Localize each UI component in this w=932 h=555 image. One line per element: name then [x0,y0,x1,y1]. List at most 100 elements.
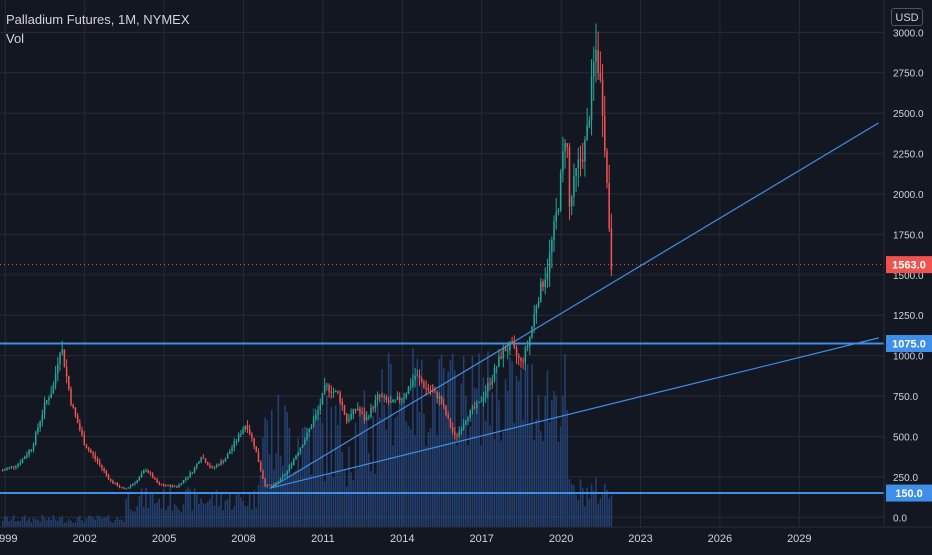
candle-body [608,183,610,229]
volume-indicator-label[interactable]: Vol [6,31,25,46]
candle-body [48,398,50,401]
time-tick-label: 2005 [152,533,176,545]
volume-bar [502,431,505,527]
volume-bar [112,522,114,527]
candle-body [469,409,472,418]
candle-body [222,461,224,463]
candle-body [209,465,211,468]
volume-bar [61,516,63,527]
candle-body [92,452,94,456]
candle-body [61,349,63,354]
volume-bar [467,444,469,527]
volume-bar [476,388,478,527]
volume-bar [584,506,586,527]
candle-body [317,410,319,415]
candle-body [517,355,520,359]
candle-body [348,419,350,421]
volume-bar [299,469,302,527]
price-tick-label: 1500.0 [893,271,924,282]
time-axis[interactable]: 1999 2002 2005 2008 2011 2014 2017 2020 2023 2026… [0,533,812,545]
candle-body [50,393,52,399]
candle-body [429,390,432,392]
volume-bar [301,428,304,527]
candle-body [264,478,266,486]
volume-bar [535,419,538,527]
candle-body [401,398,403,400]
candle-body [132,483,134,486]
volume-bar [420,359,423,527]
volume-bar [70,520,72,527]
candle-body [301,444,304,448]
volume-bar [143,506,145,527]
volume-bar [182,504,185,527]
volume-bar [63,522,66,527]
volume-bar [15,521,17,527]
candle-body [350,413,352,420]
candle-body [418,375,421,379]
time-tick-label: 2020 [549,533,573,545]
volume-bar [599,497,602,527]
symbol-title[interactable]: Palladium Futures, 1M, NYMEX [6,12,190,27]
volume-bar [416,358,419,527]
volume-bar [555,395,558,527]
volume-bar [98,516,101,527]
candle-body [328,384,330,392]
volume-bar [579,479,582,527]
candle-body [286,471,288,475]
volume-bar [553,391,555,527]
price-axis[interactable]: 3000.0 2750.0 2500.0 2250.0 2000.0 1750.0 1500… [893,28,924,524]
candle-body [34,432,37,445]
candle-body [145,470,147,472]
volume-bar [608,498,610,527]
volume-bar [310,474,313,527]
candle-body [579,159,582,161]
volume-bar [266,420,269,527]
price-tick-label: 750.0 [893,392,918,403]
volume-bar [515,375,518,527]
volume-bar [392,445,394,527]
candle-body [281,475,284,478]
volume-bar [147,508,149,527]
candle-body [218,464,220,466]
candle-body [312,419,315,427]
volume-bar [319,416,322,527]
candle-body [570,196,573,207]
volume-bar [209,499,211,527]
volume-bar [482,377,485,527]
price-tick-label: 1250.0 [893,311,924,322]
candle-body [76,415,79,424]
candle-body [533,313,535,327]
candle-body [138,477,141,481]
currency-button[interactable]: USD [891,8,923,26]
time-tick-label: 1999 [0,533,18,545]
candle-body [156,479,158,483]
volume-bar [10,519,13,527]
candle-body [8,467,11,469]
candle-body [592,62,595,77]
volume-bar [460,383,463,527]
candle-body [447,415,449,419]
candle-body [98,461,101,465]
candle-body [167,485,169,487]
candlesticks[interactable] [1,23,613,490]
candle-body [118,486,121,488]
trendlines[interactable] [269,122,880,489]
volume-bar [513,422,516,527]
candle-body [398,396,401,400]
volume-bar [237,492,240,527]
volume-bar [487,351,489,527]
volume-bar [229,492,231,527]
candle-body [187,476,189,479]
volume-bar [19,521,22,527]
volume-bar [176,506,178,527]
volume-bar [334,405,337,527]
volume-bar [284,405,286,527]
candle-body [361,411,363,414]
candle-body [465,421,467,425]
volume-bar [374,473,377,527]
time-tick-label: 2008 [231,533,255,545]
horizontal-levels[interactable] [0,342,884,495]
volume-bar [50,520,52,527]
